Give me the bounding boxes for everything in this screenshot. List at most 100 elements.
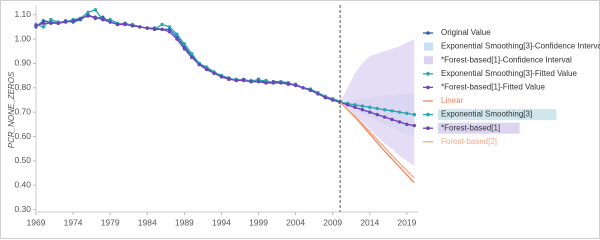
y-tick-label: 0.80: [14, 82, 31, 92]
point: [108, 20, 112, 24]
point: [397, 120, 402, 124]
y-tick-label: 1.00: [14, 33, 31, 43]
point: [330, 98, 335, 102]
y-axis-label: PCR_NONE_ZEROS: [7, 71, 16, 148]
point: [345, 103, 350, 107]
point: [71, 19, 75, 23]
point: [34, 24, 38, 28]
point: [249, 80, 253, 84]
point: [160, 27, 164, 32]
point: [167, 30, 172, 34]
point: [175, 37, 179, 41]
legend-item[interactable]: *Forest-based[1]-Confidence Interval: [424, 55, 572, 64]
point: [405, 111, 409, 116]
legend-marker: [426, 72, 430, 76]
legend-item[interactable]: Original Value: [423, 28, 491, 37]
legend-label: Original Value: [441, 28, 491, 37]
point: [41, 25, 46, 29]
point: [204, 67, 209, 72]
x-tick-label: 2009: [323, 217, 342, 227]
legend-item[interactable]: *Forest-based[1]: [423, 122, 520, 134]
point: [86, 10, 90, 15]
legend-swatch: [424, 42, 433, 51]
y-tick-label: 0.60: [14, 131, 31, 141]
point: [301, 86, 305, 90]
x-tick-label: 1979: [101, 217, 120, 227]
point: [101, 17, 105, 22]
point: [264, 81, 268, 85]
point: [123, 22, 127, 27]
x-tick-label: 1999: [249, 217, 268, 227]
point: [49, 17, 53, 22]
point: [241, 78, 246, 83]
x-tick-label: 1969: [27, 217, 46, 227]
x-tick-label: 1994: [212, 217, 231, 227]
series-line: [339, 101, 415, 179]
y-tick-label: 0.30: [14, 204, 31, 214]
legend-item[interactable]: Linear: [423, 96, 464, 105]
point: [375, 112, 379, 117]
point: [190, 52, 194, 56]
point: [353, 103, 357, 107]
point: [405, 122, 409, 127]
legend-label: *Forest-based[1]: [441, 123, 500, 132]
point: [382, 108, 387, 112]
x-tick-label: 2014: [360, 217, 379, 227]
legend-label: *Forest-based[1]-Fitted Value: [441, 83, 545, 92]
point: [212, 71, 216, 75]
x-tick-label: 1989: [175, 217, 194, 227]
x-tick-label: 2004: [286, 217, 305, 227]
legend-item[interactable]: *Forest-based[1]-Fitted Value: [423, 83, 545, 92]
legend-marker: [426, 126, 430, 130]
point: [182, 47, 187, 51]
legend-marker: [426, 85, 430, 90]
legend-marker: [426, 112, 430, 117]
point: [190, 55, 194, 60]
point: [160, 22, 164, 27]
point: [167, 25, 172, 29]
point: [390, 109, 394, 113]
point: [93, 15, 98, 19]
point: [86, 14, 90, 18]
point: [197, 62, 201, 67]
point: [353, 105, 357, 109]
legend-item[interactable]: Exponential Smoothing[3]-Confidence Inte…: [424, 42, 600, 51]
y-tick-label: 0.90: [14, 58, 31, 68]
legend-marker: [426, 31, 430, 35]
y-tick-label: 0.50: [14, 155, 31, 165]
point: [264, 78, 268, 83]
x-tick-label: 1974: [64, 217, 83, 227]
point: [204, 65, 209, 69]
legend-label: Forest-based[2]: [441, 137, 497, 146]
point: [234, 78, 238, 83]
point: [175, 32, 179, 36]
point: [182, 42, 187, 46]
point: [397, 110, 402, 114]
point: [130, 24, 135, 28]
legend-swatch: [424, 56, 433, 65]
point: [152, 27, 157, 32]
legend-label: Exponential Smoothing[3]: [441, 110, 532, 119]
point: [56, 21, 60, 25]
point: [279, 81, 283, 85]
y-tick-label: 0.70: [14, 106, 31, 116]
point: [219, 75, 224, 79]
y-tick-label: 0.40: [14, 179, 31, 189]
point: [308, 88, 313, 92]
point: [41, 19, 46, 23]
point: [63, 20, 68, 24]
legend-item[interactable]: Exponential Smoothing[3]-Fitted Value: [423, 69, 577, 78]
point: [360, 108, 365, 112]
legend-label: Exponential Smoothing[3]-Fitted Value: [441, 69, 577, 78]
point: [93, 8, 98, 12]
point: [390, 117, 394, 122]
legend-item[interactable]: Forest-based[2]: [423, 137, 497, 146]
point: [145, 26, 149, 30]
point: [138, 25, 142, 29]
legend-item[interactable]: Exponential Smoothing[3]: [423, 109, 557, 121]
point: [412, 123, 416, 128]
point: [256, 80, 261, 84]
point: [293, 83, 298, 88]
